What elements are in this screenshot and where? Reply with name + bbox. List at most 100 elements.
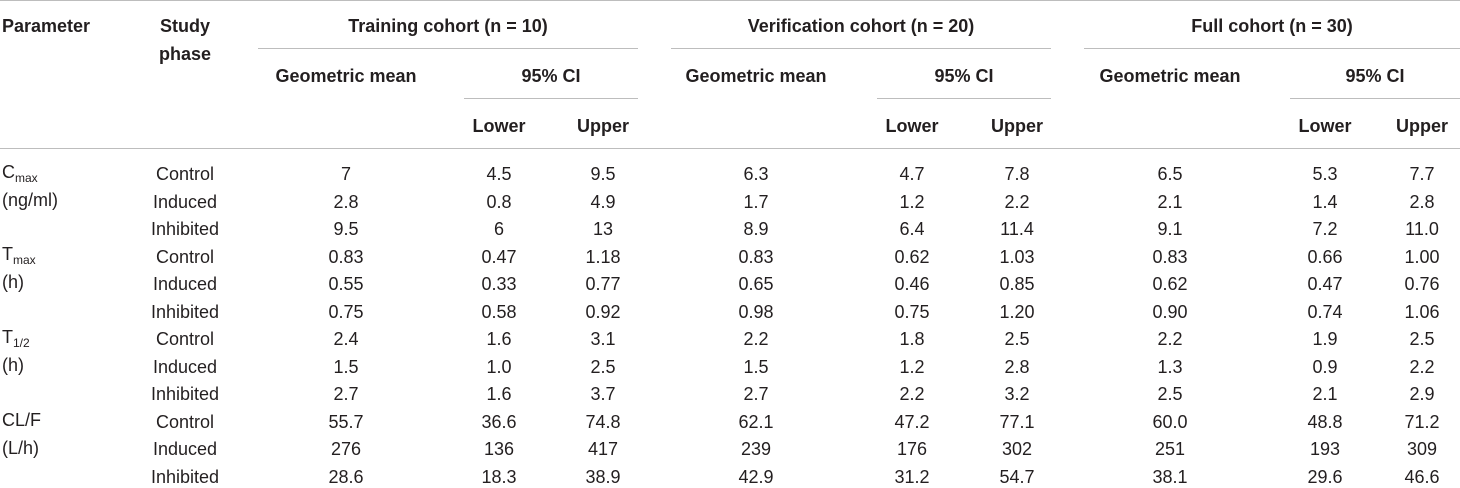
value-cell: 0.62 <box>1152 274 1188 294</box>
value-cell: 11.0 <box>1405 219 1439 239</box>
param-unit: (L/h) <box>2 438 40 458</box>
value-cell: 0.98 <box>738 302 774 322</box>
value-cell: 9.5 <box>590 164 616 184</box>
value-cell: 3.2 <box>1004 384 1030 404</box>
value-cell: 11.4 <box>1000 219 1034 239</box>
value-cell: 2.9 <box>1409 384 1435 404</box>
cohort-underline-verification <box>671 48 1051 49</box>
value-cell: 0.47 <box>481 247 517 267</box>
value-cell: 2.8 <box>333 192 359 212</box>
value-cell: 0.85 <box>999 274 1035 294</box>
value-cell: 2.4 <box>333 329 359 349</box>
cohort-underline-full <box>1084 48 1460 49</box>
value-cell: 1.00 <box>1404 247 1440 267</box>
value-cell: 251 <box>1154 439 1186 459</box>
value-cell: 4.5 <box>486 164 512 184</box>
value-cell: 6.3 <box>743 164 769 184</box>
value-cell: 8.9 <box>743 219 769 239</box>
value-cell: 2.2 <box>899 384 925 404</box>
header-ci-training: 95% CI <box>521 66 581 86</box>
param-label: T1/2 <box>2 327 30 350</box>
value-cell: 0.83 <box>1152 247 1188 267</box>
study-phase-cell: Control <box>155 412 215 432</box>
study-phase-cell: Induced <box>152 192 218 212</box>
value-cell: 5.3 <box>1312 164 1338 184</box>
value-cell: 3.7 <box>590 384 616 404</box>
value-cell: 18.3 <box>481 467 517 487</box>
value-cell: 62.1 <box>738 412 774 432</box>
value-cell: 1.2 <box>899 192 925 212</box>
value-cell: 3.1 <box>590 329 616 349</box>
value-cell: 1.2 <box>899 357 925 377</box>
header-lower-training: Lower <box>472 116 526 136</box>
value-cell: 1.5 <box>743 357 769 377</box>
value-cell: 309 <box>1406 439 1438 459</box>
value-cell: 2.7 <box>333 384 359 404</box>
value-cell: 302 <box>1001 439 1033 459</box>
value-cell: 0.9 <box>1312 357 1338 377</box>
value-cell: 0.74 <box>1307 302 1343 322</box>
value-cell: 0.65 <box>738 274 774 294</box>
ci-underline-full <box>1290 98 1460 99</box>
value-cell: 36.6 <box>481 412 517 432</box>
param-label: Cmax <box>2 162 38 185</box>
header-upper-training: Upper <box>576 116 629 136</box>
value-cell: 1.3 <box>1157 357 1183 377</box>
value-cell: 0.75 <box>328 302 364 322</box>
study-phase-cell: Induced <box>152 439 218 459</box>
study-phase-cell: Control <box>155 247 215 267</box>
value-cell: 2.2 <box>1409 357 1435 377</box>
value-cell: 0.46 <box>894 274 930 294</box>
value-cell: 0.33 <box>481 274 517 294</box>
value-cell: 417 <box>587 439 619 459</box>
study-phase-cell: Control <box>155 329 215 349</box>
value-cell: 60.0 <box>1152 412 1188 432</box>
value-cell: 71.2 <box>1404 412 1440 432</box>
value-cell: 1.9 <box>1312 329 1338 349</box>
value-cell: 276 <box>330 439 362 459</box>
study-phase-cell: Induced <box>152 357 218 377</box>
value-cell: 0.62 <box>894 247 930 267</box>
value-cell: 6 <box>493 219 504 239</box>
value-cell: 4.7 <box>899 164 925 184</box>
header-geomean-full: Geometric mean <box>1099 66 1241 86</box>
param-label: Tmax <box>2 244 36 267</box>
value-cell: 1.0 <box>486 357 512 377</box>
study-phase-cell: Inhibited <box>150 467 220 487</box>
header-parameter: Parameter <box>2 16 91 36</box>
header-geomean-training: Geometric mean <box>275 66 417 86</box>
value-cell: 2.1 <box>1157 192 1183 212</box>
value-cell: 1.06 <box>1404 302 1440 322</box>
value-cell: 1.18 <box>585 247 621 267</box>
value-cell: 2.5 <box>1409 329 1435 349</box>
study-phase-cell: Inhibited <box>150 219 220 239</box>
header-lower-full: Lower <box>1298 116 1352 136</box>
value-cell: 176 <box>896 439 928 459</box>
header-study-phase-line2: phase <box>158 44 212 64</box>
value-cell: 42.9 <box>738 467 774 487</box>
value-cell: 1.8 <box>899 329 925 349</box>
value-cell: 2.1 <box>1312 384 1338 404</box>
value-cell: 1.5 <box>333 357 359 377</box>
param-unit: (ng/ml) <box>2 190 59 210</box>
header-bottom-rule <box>0 148 1460 149</box>
value-cell: 0.47 <box>1307 274 1343 294</box>
value-cell: 2.7 <box>743 384 769 404</box>
param-label: CL/F <box>2 410 42 430</box>
cohort-header-full: Full cohort (n = 30) <box>1191 16 1353 36</box>
value-cell: 0.66 <box>1307 247 1343 267</box>
value-cell: 9.1 <box>1157 219 1183 239</box>
header-ci-full: 95% CI <box>1345 66 1405 86</box>
cohort-header-verification: Verification cohort (n = 20) <box>747 16 975 36</box>
value-cell: 77.1 <box>999 412 1035 432</box>
value-cell: 1.6 <box>486 329 512 349</box>
header-geomean-verification: Geometric mean <box>685 66 827 86</box>
value-cell: 0.92 <box>585 302 621 322</box>
value-cell: 47.2 <box>894 412 930 432</box>
value-cell: 7 <box>340 164 351 184</box>
ci-underline-verification <box>877 98 1051 99</box>
value-cell: 54.7 <box>999 467 1035 487</box>
header-study-phase-line1: Study <box>159 16 210 36</box>
value-cell: 0.76 <box>1404 274 1440 294</box>
value-cell: 48.8 <box>1307 412 1343 432</box>
